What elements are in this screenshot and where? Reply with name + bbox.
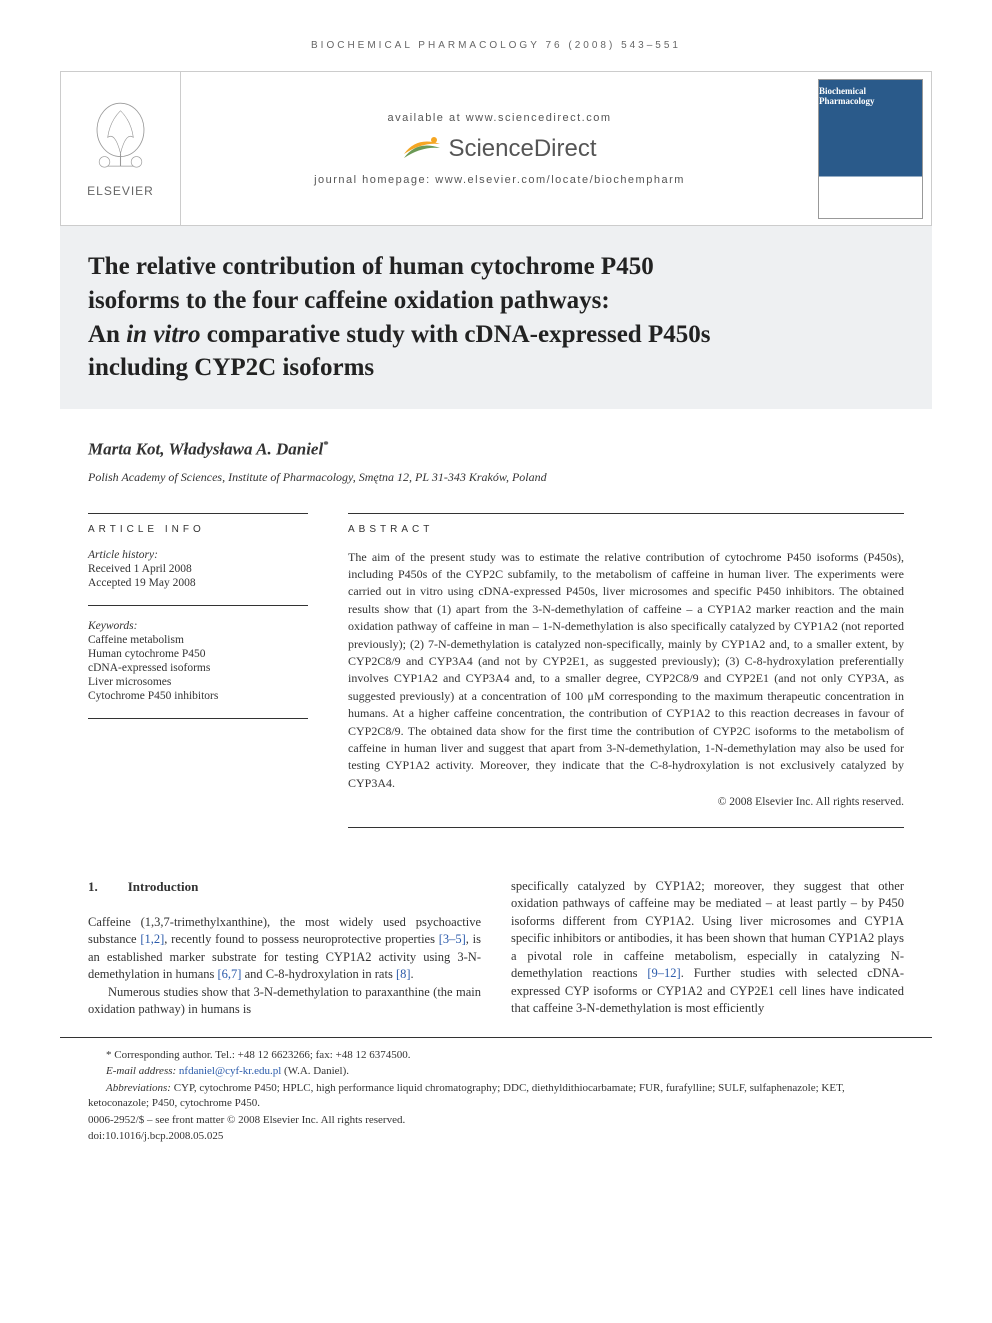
abstract-column: ABSTRACT The aim of the present study wa… bbox=[348, 513, 904, 828]
corresponding-marker: * bbox=[323, 439, 329, 451]
journal-homepage-text: journal homepage: www.elsevier.com/locat… bbox=[314, 174, 685, 186]
title-line-2: isoforms to the four caffeine oxidation … bbox=[88, 287, 610, 314]
paragraph: Numerous studies show that 3-N-demethyla… bbox=[88, 984, 481, 1019]
doi-line: doi:10.1016/j.bcp.2008.05.025 bbox=[88, 1129, 904, 1144]
article-info-heading: ARTICLE INFO bbox=[88, 513, 308, 535]
running-header: BIOCHEMICAL PHARMACOLOGY 76 (2008) 543–5… bbox=[60, 40, 932, 51]
history-label: Article history: bbox=[88, 549, 308, 561]
title-line-3: An in vitro comparative study with cDNA-… bbox=[88, 321, 710, 348]
author-names: Marta Kot, Władysława A. Daniel bbox=[88, 440, 323, 459]
abstract-text: The aim of the present study was to esti… bbox=[348, 549, 904, 828]
citation-link[interactable]: [3–5] bbox=[439, 932, 466, 946]
article-info-column: ARTICLE INFO Article history: Received 1… bbox=[88, 513, 308, 828]
body-column-right: specifically catalyzed by CYP1A2; moreov… bbox=[511, 878, 904, 1019]
available-at-text: available at www.sciencedirect.com bbox=[387, 112, 611, 124]
sciencedirect-text: ScienceDirect bbox=[448, 135, 596, 163]
section-heading: 1. Introduction bbox=[88, 878, 481, 896]
footer-block: * Corresponding author. Tel.: +48 12 662… bbox=[60, 1037, 932, 1144]
paragraph: Caffeine (1,3,7-trimethylxanthine), the … bbox=[88, 914, 481, 984]
article-history-block: Article history: Received 1 April 2008 A… bbox=[88, 549, 308, 606]
email-link[interactable]: nfdaniel@cyf-kr.edu.pl bbox=[179, 1065, 281, 1077]
journal-cover-title: Biochemical Pharmacology bbox=[819, 86, 916, 106]
affiliation: Polish Academy of Sciences, Institute of… bbox=[60, 470, 932, 485]
accepted-date: Accepted 19 May 2008 bbox=[88, 577, 308, 589]
journal-banner: ELSEVIER available at www.sciencedirect.… bbox=[60, 71, 932, 226]
publisher-logo-box: ELSEVIER bbox=[61, 72, 181, 225]
citation-link[interactable]: [1,2] bbox=[140, 932, 164, 946]
sciencedirect-swoosh-icon bbox=[402, 134, 442, 164]
issn-line: 0006-2952/$ – see front matter © 2008 El… bbox=[88, 1113, 904, 1128]
citation-link[interactable]: [8] bbox=[396, 967, 411, 981]
keyword-item: Cytochrome P450 inhibitors bbox=[88, 690, 308, 702]
keywords-block: Keywords: Caffeine metabolism Human cyto… bbox=[88, 620, 308, 719]
author-list: Marta Kot, Władysława A. Daniel* bbox=[60, 439, 932, 460]
paragraph: specifically catalyzed by CYP1A2; moreov… bbox=[511, 878, 904, 1018]
received-date: Received 1 April 2008 bbox=[88, 563, 308, 575]
abstract-body: The aim of the present study was to esti… bbox=[348, 550, 904, 790]
body-columns: 1. Introduction Caffeine (1,3,7-trimethyl… bbox=[60, 878, 932, 1019]
title-block: The relative contribution of human cytoc… bbox=[60, 226, 932, 409]
keyword-item: Liver microsomes bbox=[88, 676, 308, 688]
citation-link[interactable]: [9–12] bbox=[647, 966, 680, 980]
publisher-name: ELSEVIER bbox=[87, 184, 154, 198]
corresponding-author: * Corresponding author. Tel.: +48 12 662… bbox=[88, 1048, 904, 1063]
keyword-item: Caffeine metabolism bbox=[88, 634, 308, 646]
article-title: The relative contribution of human cytoc… bbox=[88, 250, 904, 385]
elsevier-tree-icon bbox=[88, 100, 153, 180]
keywords-label: Keywords: bbox=[88, 620, 308, 632]
keyword-item: cDNA-expressed isoforms bbox=[88, 662, 308, 674]
section-number: 1. bbox=[88, 879, 98, 894]
abstract-copyright: © 2008 Elsevier Inc. All rights reserved… bbox=[348, 794, 904, 811]
section-title: Introduction bbox=[128, 879, 199, 894]
email-line: E-mail address: nfdaniel@cyf-kr.edu.pl (… bbox=[88, 1064, 904, 1079]
body-column-left: 1. Introduction Caffeine (1,3,7-trimethyl… bbox=[88, 878, 481, 1019]
title-line-1: The relative contribution of human cytoc… bbox=[88, 253, 654, 280]
journal-cover-thumbnail: Biochemical Pharmacology bbox=[818, 79, 923, 219]
abstract-heading: ABSTRACT bbox=[348, 513, 904, 535]
title-line-4: including CYP2C isoforms bbox=[88, 354, 374, 381]
keyword-item: Human cytochrome P450 bbox=[88, 648, 308, 660]
banner-center: available at www.sciencedirect.com Scien… bbox=[181, 112, 818, 186]
abbreviations: Abbreviations: CYP, cytochrome P450; HPL… bbox=[88, 1081, 904, 1112]
doi-link[interactable]: doi:10.1016/j.bcp.2008.05.025 bbox=[88, 1130, 223, 1142]
citation-link[interactable]: [6,7] bbox=[218, 967, 242, 981]
sciencedirect-logo[interactable]: ScienceDirect bbox=[402, 134, 596, 164]
